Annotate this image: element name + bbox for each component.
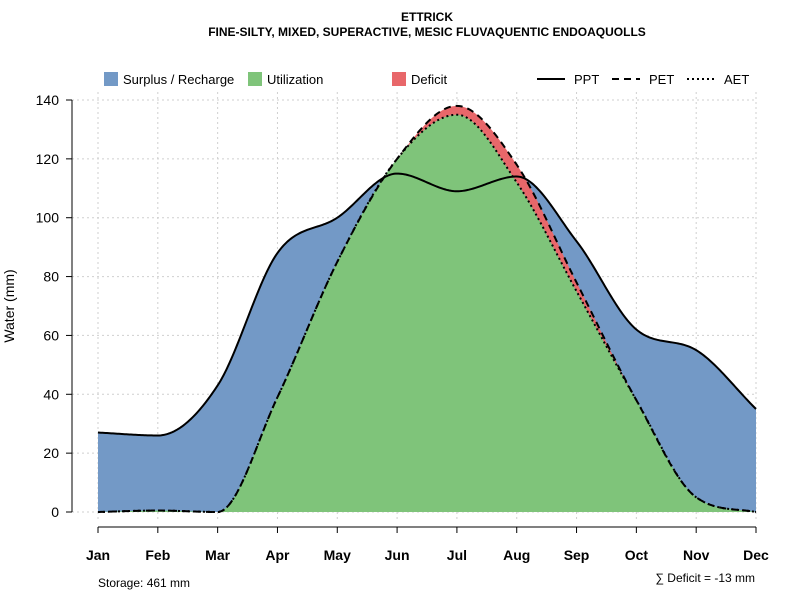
y-tick-label: 60: [43, 327, 59, 343]
x-tick-label: Jun: [385, 547, 410, 563]
y-tick-label: 40: [43, 386, 59, 402]
y-tick-label: 0: [51, 504, 59, 520]
x-tick-label: Dec: [743, 547, 769, 563]
y-axis-label: Water (mm): [1, 269, 17, 342]
series-line-ppt: [97, 172, 757, 437]
y-tick-label: 140: [36, 92, 60, 108]
y-tick-label: 120: [36, 151, 60, 167]
legend-swatch-deficit: [392, 72, 406, 86]
x-tick-label: Sep: [564, 547, 590, 563]
utilization-area: [98, 114, 756, 513]
legend-swatch-utilization: [248, 72, 262, 86]
x-tick-label: Aug: [503, 547, 530, 563]
legend-swatch-surplus: [104, 72, 118, 86]
x-tick-label: Mar: [205, 547, 230, 563]
x-tick-label: Feb: [145, 547, 170, 563]
axes: 0 20 40 60 80 100 120 140 Jan Feb Mar Apr May Jun Jul A…: [36, 92, 769, 563]
chart-subtitle: FINE-SILTY, MIXED, SUPERACTIVE, MESIC FL…: [208, 25, 646, 39]
y-tick-label: 20: [43, 445, 59, 461]
series-lines: [97, 104, 757, 513]
x-tick-label: Nov: [683, 547, 710, 563]
area-layer: [98, 105, 756, 513]
legend-label-surplus: Surplus / Recharge: [123, 72, 234, 87]
legend-label-aet: AET: [724, 72, 749, 87]
chart-title: ETTRICK: [401, 10, 453, 24]
legend-label-ppt: PPT: [574, 72, 599, 87]
legend-label-deficit: Deficit: [411, 72, 448, 87]
x-tick-label: May: [324, 547, 351, 563]
y-tick-label: 80: [43, 269, 59, 285]
legend-fills: Surplus / Recharge Utilization Deficit: [104, 72, 448, 87]
x-tick-label: Jul: [447, 547, 467, 563]
legend-label-pet: PET: [649, 72, 674, 87]
x-tick-label: Oct: [625, 547, 649, 563]
deficit-annotation: ∑ Deficit = -13 mm: [655, 571, 755, 585]
y-tick-label: 100: [36, 210, 60, 226]
storage-annotation: Storage: 461 mm: [98, 576, 190, 590]
x-tick-label: Jan: [86, 547, 110, 563]
legend-lines: PPT PET AET: [537, 72, 749, 87]
series-line-pet: [97, 104, 757, 513]
legend-label-utilization: Utilization: [267, 72, 323, 87]
x-tick-label: Apr: [265, 547, 290, 563]
